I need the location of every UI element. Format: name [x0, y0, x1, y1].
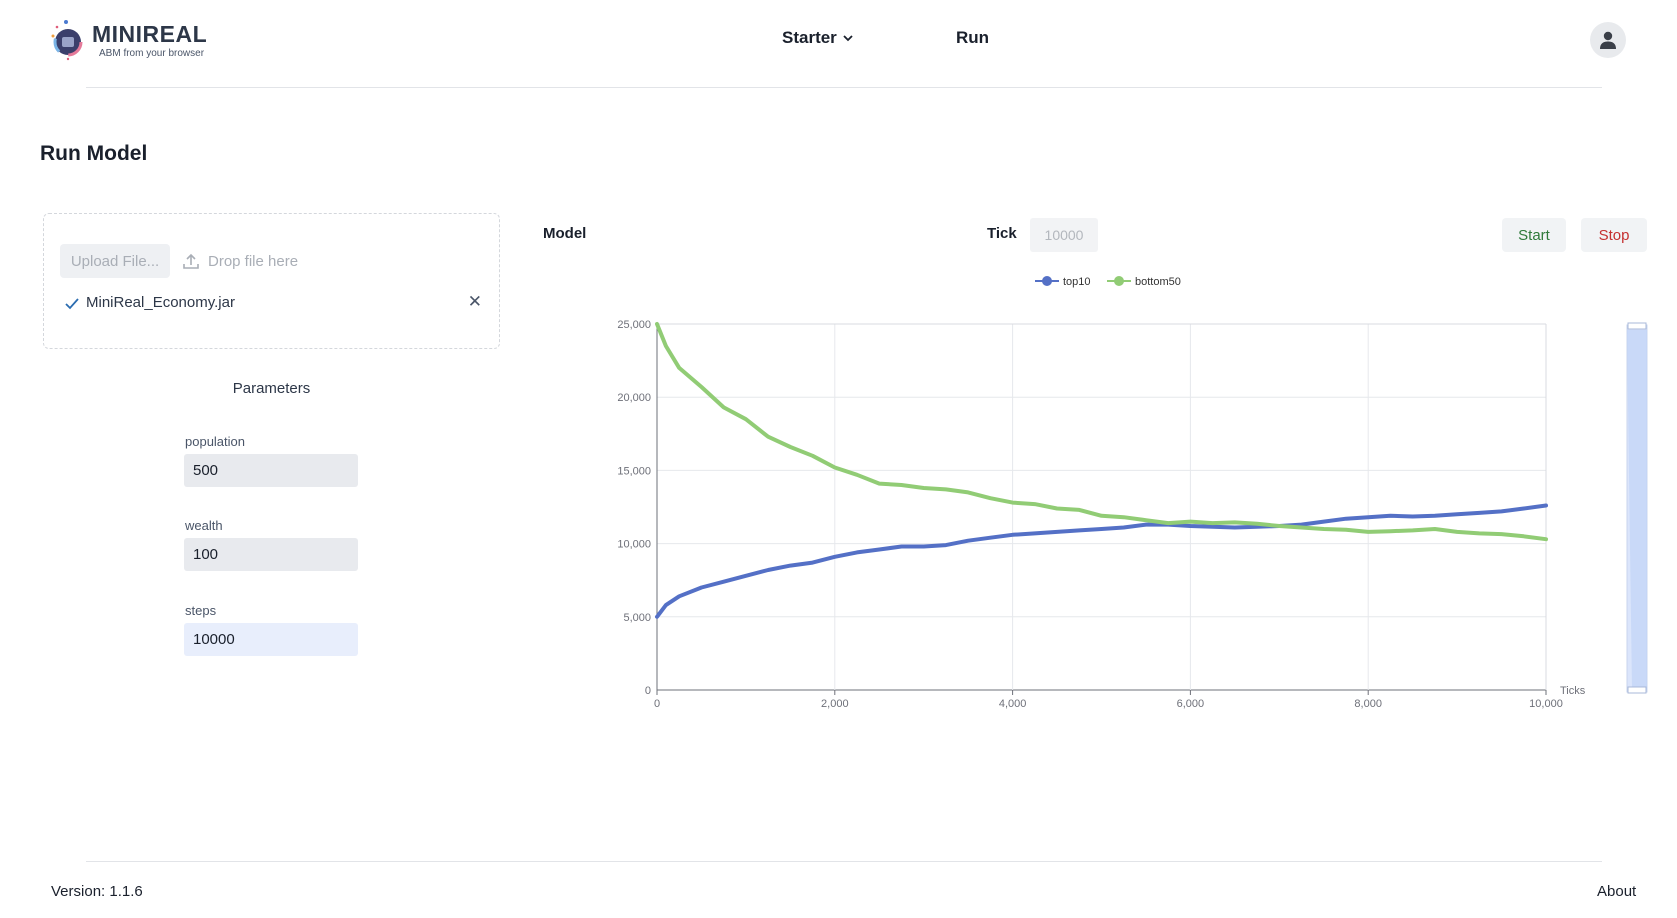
y-tick-label: 25,000	[617, 319, 651, 331]
version-label: Version: 1.1.6	[51, 883, 143, 900]
y-tick-label: 15,000	[617, 465, 651, 477]
app-subtitle: ABM from your browser	[99, 48, 205, 59]
about-link[interactable]: About	[1597, 883, 1637, 900]
nav-starter-label: Starter	[782, 28, 837, 47]
tick-input[interactable]: 10000	[1030, 218, 1098, 252]
app-title: MINIREAL	[92, 21, 208, 47]
zoom-slider-fill	[1627, 330, 1647, 690]
start-button[interactable]: Start	[1502, 218, 1566, 252]
y-tick-label: 20,000	[617, 392, 651, 404]
legend-marker-top10	[1042, 276, 1052, 286]
uploaded-file-name: MiniReal_Economy.jar	[86, 294, 235, 311]
y-tick-label: 0	[645, 685, 651, 697]
zoom-handle-bottom	[1627, 686, 1647, 694]
legend-label-bottom50: bottom50	[1135, 276, 1181, 288]
legend-label-top10: top10	[1063, 276, 1091, 288]
line-chart: 0 5,000 10,000 15,000 20,000 25,000 0 2,000 4,00…	[617, 276, 1648, 710]
uploaded-file-item: MiniReal_Economy.jar ✕	[64, 292, 482, 311]
param-label-population: population	[185, 434, 245, 449]
upload-icon	[183, 253, 199, 269]
logo-mark-icon	[50, 18, 86, 62]
nav-run[interactable]: Run	[956, 28, 989, 48]
header: MINIREAL ABM from your browser Starter R…	[0, 0, 1677, 88]
model-label: Model	[543, 225, 587, 242]
nav-run-label: Run	[956, 28, 990, 47]
param-label-wealth: wealth	[185, 518, 223, 533]
wealth-input[interactable]: 100	[184, 538, 358, 571]
y-tick-label: 10,000	[617, 539, 651, 551]
x-tick-label: 4,000	[999, 698, 1027, 710]
chevron-down-icon	[843, 35, 853, 42]
x-tick-label: 8,000	[1354, 698, 1382, 710]
drop-hint: Drop file here	[182, 252, 298, 270]
parameters-title: Parameters	[232, 380, 311, 397]
tick-label: Tick	[987, 225, 1017, 242]
drop-hint-label: Drop file here	[208, 252, 299, 270]
population-input[interactable]: 500	[184, 454, 358, 487]
upload-file-button[interactable]: Upload File...	[60, 244, 170, 278]
series-line-top10	[655, 503, 1548, 619]
page-title: Run Model	[40, 142, 148, 165]
y-tick-label: 5,000	[623, 612, 651, 624]
x-tick-label: 10,000	[1529, 698, 1563, 710]
param-label-steps: steps	[185, 603, 217, 618]
legend-marker-bottom50	[1114, 276, 1124, 286]
x-tick-label: 0	[654, 698, 660, 710]
upload-dropzone[interactable]: Upload File... Drop file here MiniReal_E…	[43, 213, 500, 349]
stop-button[interactable]: Stop	[1581, 218, 1647, 252]
x-axis-label: Ticks	[1560, 685, 1586, 697]
zoom-handle-top	[1627, 322, 1647, 330]
nav-starter[interactable]: Starter	[782, 28, 854, 48]
remove-file-icon[interactable]: ✕	[467, 292, 482, 311]
x-tick-label: 2,000	[821, 698, 849, 710]
logo[interactable]: MINIREAL ABM from your browser	[50, 18, 207, 62]
x-tick-label: 6,000	[1177, 698, 1205, 710]
series-line-bottom50	[655, 322, 1548, 542]
steps-input[interactable]: 10000	[184, 623, 358, 656]
user-icon	[1600, 31, 1616, 49]
check-icon	[65, 297, 79, 309]
footer-divider	[86, 861, 1602, 862]
avatar[interactable]	[1590, 22, 1626, 58]
header-divider	[86, 87, 1602, 88]
